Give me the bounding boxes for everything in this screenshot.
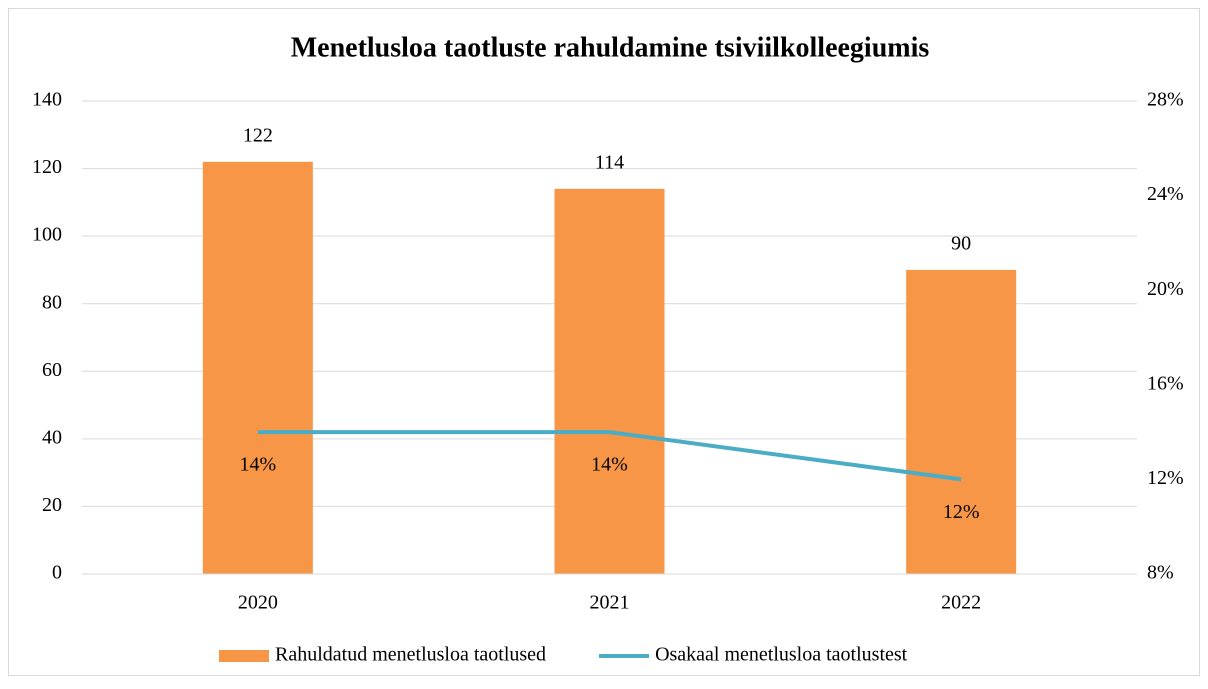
legend-label: Osakaal menetlusloa taotlustest	[655, 644, 908, 666]
y-tick-label: 140	[32, 89, 62, 111]
bar	[554, 188, 665, 575]
line	[257, 430, 962, 482]
y2-tick-label: 24%	[1147, 183, 1184, 205]
y-tick-label: 120	[32, 156, 62, 178]
legend-label: Rahuldatud menetlusloa taotlused	[275, 644, 546, 666]
x-tick-label: 2022	[941, 592, 981, 614]
x-tick-label: 2020	[238, 592, 278, 614]
data-label: 14%	[591, 454, 628, 476]
data-label: 14%	[239, 454, 276, 476]
bar	[906, 269, 1017, 574]
data-label: 122	[243, 124, 273, 146]
x-tick-label: 2021	[590, 592, 630, 614]
y-tick-label: 40	[42, 426, 62, 448]
y2-tick-label: 20%	[1147, 278, 1184, 300]
y-tick-label: 20	[42, 494, 62, 516]
data-label: 90	[951, 233, 971, 255]
bar	[202, 161, 313, 575]
legend-swatch	[219, 650, 269, 662]
chart-title: Menetlusloa taotluste rahuldamine tsivii…	[291, 32, 930, 63]
y2-tick-label: 28%	[1147, 89, 1184, 111]
data-label: 114	[595, 151, 624, 173]
y-tick-label: 80	[42, 291, 62, 313]
y2-tick-label: 8%	[1147, 562, 1174, 584]
y-tick-label: 0	[52, 562, 62, 584]
y-tick-label: 60	[42, 359, 62, 381]
y2-tick-label: 12%	[1147, 467, 1184, 489]
y2-tick-label: 16%	[1147, 372, 1184, 394]
y-tick-label: 100	[32, 224, 62, 246]
data-label: 12%	[943, 501, 980, 523]
